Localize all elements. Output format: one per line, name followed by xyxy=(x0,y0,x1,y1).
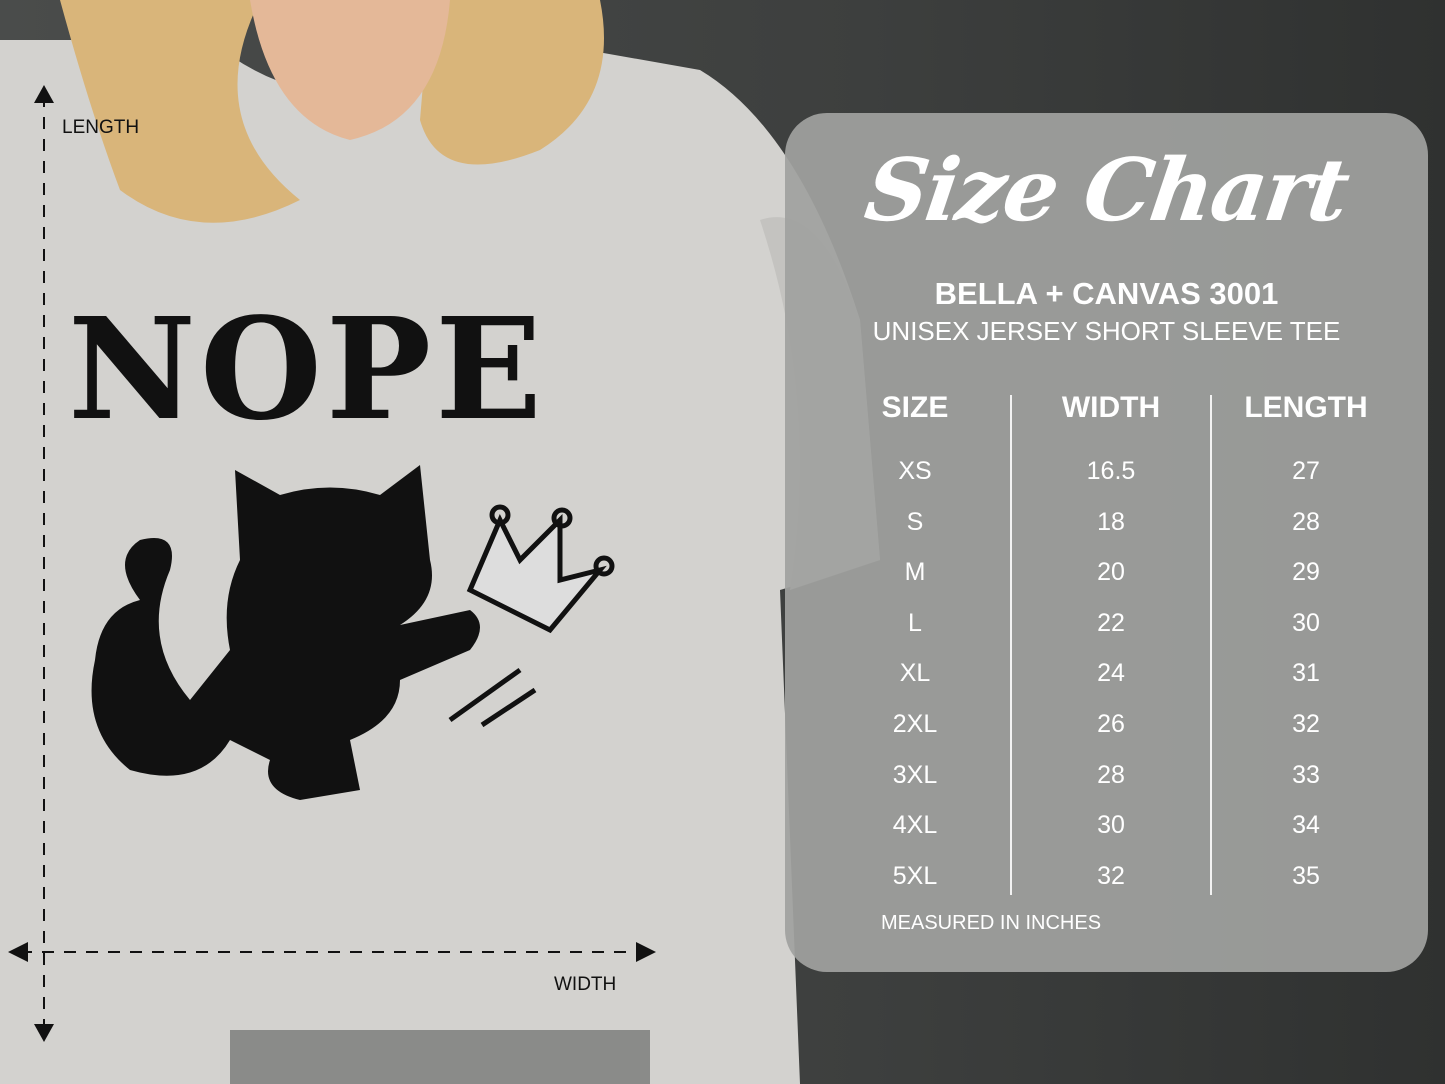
table-cell: 3XL xyxy=(892,760,938,789)
table-cell: 4XL xyxy=(892,811,938,840)
table-cell: M xyxy=(904,558,926,587)
crown-graphic xyxy=(448,504,615,728)
column-divider xyxy=(1010,395,1012,895)
table-cell: L xyxy=(908,608,922,637)
cat-graphic xyxy=(91,465,481,800)
measure-lines xyxy=(20,95,650,1030)
hair xyxy=(60,0,604,223)
tshirt xyxy=(0,40,880,1084)
column-header: SIZE xyxy=(881,391,949,424)
table-cell: 28 xyxy=(1097,760,1125,789)
table-cell: 33 xyxy=(1292,760,1320,789)
table-cell: 28 xyxy=(1292,507,1320,536)
brand-model: BELLA + CANVAS 3001 xyxy=(934,276,1279,311)
table-cell: 32 xyxy=(1097,861,1125,890)
product-subtitle: UNISEX JERSEY SHORT SLEEVE TEE xyxy=(872,316,1341,346)
column-header: WIDTH xyxy=(1061,391,1161,424)
table-cell: XL xyxy=(899,659,931,688)
table-cell: 34 xyxy=(1292,811,1320,840)
table-cell: 24 xyxy=(1097,659,1125,688)
length-label: LENGTH xyxy=(62,117,140,138)
table-cell: 22 xyxy=(1097,608,1125,637)
nope-print: NOPE xyxy=(68,288,546,452)
table-cell: 29 xyxy=(1292,558,1320,587)
table-cell: 5XL xyxy=(892,861,938,890)
table-cell: 32 xyxy=(1292,710,1320,738)
column-divider xyxy=(1210,395,1212,895)
chart-title: Size Chart xyxy=(859,140,1354,241)
table-cell: XS xyxy=(898,457,932,485)
neck xyxy=(250,0,450,140)
width-label: WIDTH xyxy=(554,974,617,995)
table-cell: 16.5 xyxy=(1086,457,1136,485)
table-cell: 27 xyxy=(1292,457,1320,485)
table-cell: 35 xyxy=(1292,861,1320,890)
table-cell: 30 xyxy=(1097,811,1125,840)
table-cell: S xyxy=(906,507,924,536)
table-cell: 31 xyxy=(1292,659,1320,688)
arrow-heads xyxy=(8,85,656,1042)
size-chart-panel xyxy=(785,113,1428,972)
measurement-note: MEASURED IN INCHES xyxy=(881,912,1102,934)
table-cell: 2XL xyxy=(892,710,938,738)
table-cell: 30 xyxy=(1292,608,1320,637)
table-cell: 18 xyxy=(1097,507,1125,536)
table-cell: 26 xyxy=(1097,710,1125,738)
table-cell: 20 xyxy=(1097,558,1125,587)
column-header: LENGTH xyxy=(1244,391,1368,424)
pants xyxy=(230,1030,650,1084)
